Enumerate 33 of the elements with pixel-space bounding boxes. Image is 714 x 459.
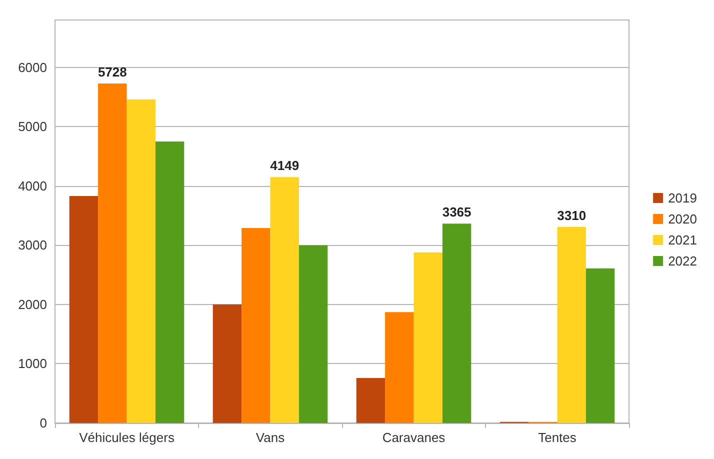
bar [414, 252, 442, 423]
bar [298, 245, 328, 423]
bar [586, 268, 615, 423]
legend-label: 2019 [668, 190, 697, 206]
bar [155, 141, 184, 423]
bar [442, 224, 472, 423]
bar [557, 226, 586, 423]
bar [212, 304, 242, 423]
data-label: 3365 [442, 204, 472, 220]
x-tick-label: Caravanes [382, 430, 446, 445]
bar [385, 312, 414, 423]
y-tick-label: 0 [40, 416, 47, 430]
y-tick-label: 6000 [18, 60, 47, 75]
bar [69, 196, 98, 423]
legend-label: 2020 [668, 212, 697, 226]
x-tick-label: Vans [256, 430, 286, 445]
data-label: 4149 [270, 158, 300, 174]
y-tick-label: 4000 [18, 178, 47, 194]
legend-label: 2021 [668, 232, 697, 248]
bar [98, 84, 127, 423]
y-tick-label: 5000 [18, 119, 47, 134]
bar [242, 228, 270, 423]
data-label: 5728 [98, 64, 127, 80]
y-tick-label: 3000 [18, 238, 47, 253]
data-label: 3310 [557, 208, 586, 223]
x-tick-label: Tentes [538, 430, 577, 445]
y-tick-label: 2000 [18, 296, 47, 312]
x-tick-label: Véhicules légers [79, 430, 175, 445]
bar [126, 99, 156, 423]
y-tick-label: 1000 [18, 356, 47, 372]
bar [270, 177, 299, 423]
legend-label: 2022 [668, 254, 697, 268]
bar [356, 378, 386, 423]
